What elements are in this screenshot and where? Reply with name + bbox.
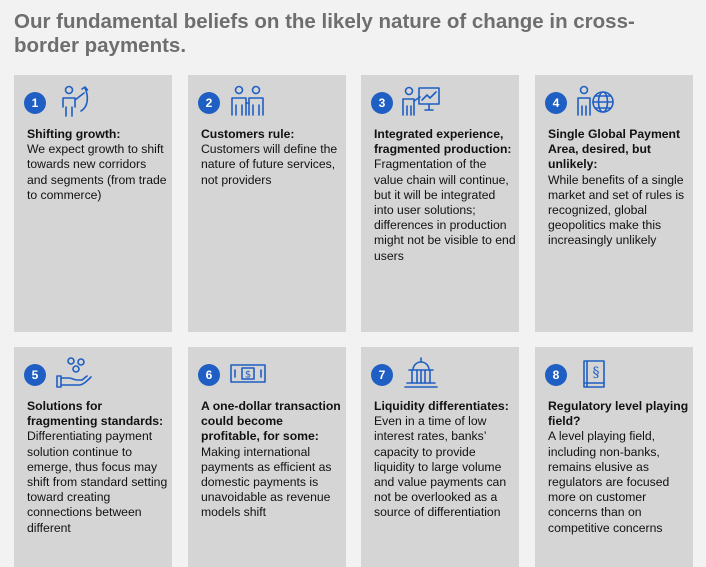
bank-building-icon [401,357,441,389]
card-heading: Solutions for fragmenting standards: [27,399,164,429]
presenter-board-icon [401,85,441,117]
card-number-badge: 5 [24,364,46,386]
belief-card-2: 2 Customers rule: Customers will define … [188,75,346,332]
regulation-book-icon: § [575,357,615,389]
card-number-badge: 2 [198,92,220,114]
card-body: A level playing field, including non-ban… [548,429,670,535]
card-body: Making international payments as efficie… [201,444,332,520]
card-number-badge: 1 [24,92,46,114]
card-number-badge: 4 [545,92,567,114]
card-number-badge: 7 [371,364,393,386]
belief-card-8: 8 § Regulatory level playing field? A le… [535,347,693,567]
card-heading: A one-dollar transaction could become pr… [201,399,341,444]
person-growth-arrow-icon [54,85,94,117]
card-body: While benefits of a single market and se… [548,172,685,248]
card-heading: Regulatory level playing field? [548,399,689,429]
dollar-bill-icon: $ [228,357,268,389]
card-body: Even in a time of low interest rates, ba… [374,414,507,520]
hand-coins-icon [54,357,94,389]
two-people-icon [228,85,268,117]
card-number-badge: 3 [371,92,393,114]
card-heading: Single Global Payment Area, desired, but… [548,127,681,172]
svg-text:$: $ [245,370,251,381]
card-body: Differentiating payment solution continu… [27,429,168,535]
person-globe-icon [575,85,615,117]
belief-card-1: 1 Shifting growth: We expect growth to s… [14,75,172,332]
belief-card-5: 5 Solutions for fragmenting standards: D… [14,347,172,567]
card-body: We expect growth to shift towards new co… [27,142,167,202]
belief-card-4: 4 Single Global Payment Area, desired, b… [535,75,693,332]
card-body: Fragmentation of the value chain will co… [374,157,516,263]
card-number-badge: 6 [198,364,220,386]
card-number-badge: 8 [545,364,567,386]
card-heading: Shifting growth: [27,127,121,141]
belief-card-7: 7 Liquidity differentiates: Even in a ti… [361,347,519,567]
svg-text:§: § [593,365,600,381]
card-heading: Liquidity differentiates: [374,399,509,413]
belief-card-3: 3 Integrated experience, fragmented prod… [361,75,519,332]
page-title: Our fundamental beliefs on the likely na… [14,10,635,57]
belief-card-6: 6 $ A one-dollar transaction could becom… [188,347,346,567]
card-heading: Integrated experience, fragmented produc… [374,127,512,157]
card-heading: Customers rule: [201,127,295,141]
card-body: Customers will define the nature of futu… [201,142,338,187]
